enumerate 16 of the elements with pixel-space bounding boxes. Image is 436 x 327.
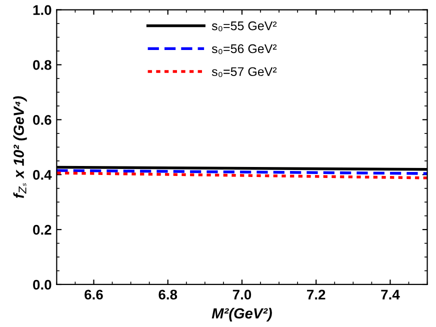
x-tick-label: 7.4 xyxy=(381,290,400,300)
legend-label: s₀=56 GeV² xyxy=(212,44,277,54)
y-tick-label: 0.6 xyxy=(33,115,52,125)
x-tick-label: 6.8 xyxy=(158,290,178,300)
x-tick-label: 7.0 xyxy=(232,290,252,300)
x-tick-label: 6.6 xyxy=(84,290,103,300)
y-tick-label: 0.4 xyxy=(33,170,52,180)
y-tick-label: 1.0 xyxy=(33,5,52,15)
y-tick-label: 0.0 xyxy=(33,280,52,290)
y-axis-title: f$_{Zₛ}$ x 10² (GeV⁴) xyxy=(13,96,27,198)
legend-label: s₀=55 GeV² xyxy=(212,21,277,32)
legend-label: s₀=57 GeV² xyxy=(212,67,277,78)
y-tick-label: 0.2 xyxy=(33,224,52,235)
x-tick-label: 7.2 xyxy=(307,290,326,300)
x-axis-title: M²(GeV²) xyxy=(212,308,272,322)
y-tick-label: 0.8 xyxy=(33,60,52,70)
